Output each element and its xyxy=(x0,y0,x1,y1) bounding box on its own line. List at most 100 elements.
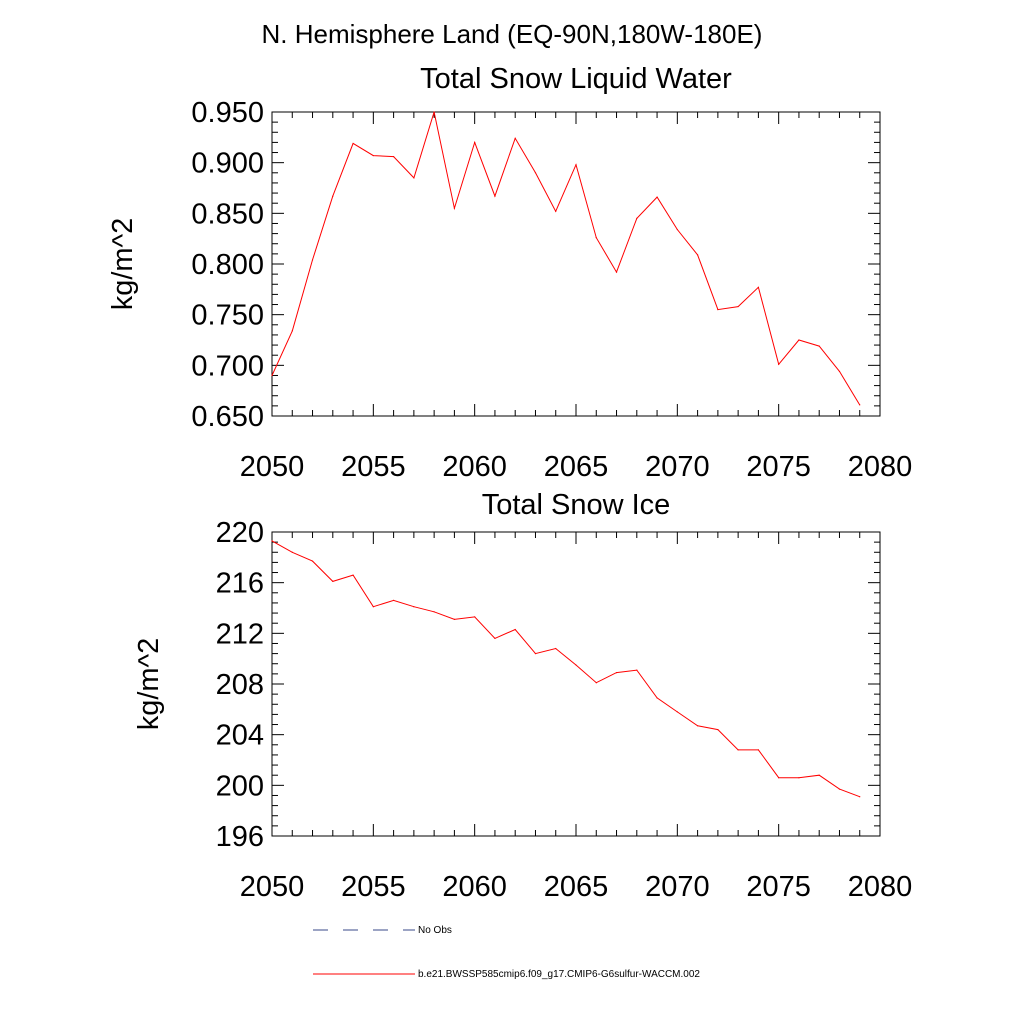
panel-title: Total Snow Ice xyxy=(482,489,671,521)
panel-snow-ice: Total Snow Ice 196 200 204 208 212 216 220 2050 2… xyxy=(133,489,912,903)
y-tick-label: 0.850 xyxy=(191,198,264,230)
data-point xyxy=(697,254,699,256)
data-point xyxy=(818,345,820,347)
y-tick-label: 0.800 xyxy=(191,249,264,281)
legend: No Obs b.e21.BWSSP585cmip6.f09_g17.CMIP6… xyxy=(313,925,700,980)
x-tick-label: 2070 xyxy=(645,871,710,903)
data-point xyxy=(656,697,658,699)
series-line xyxy=(271,540,860,798)
x-tick-label: 2070 xyxy=(645,451,710,483)
data-point xyxy=(534,172,537,174)
data-point xyxy=(372,154,374,157)
y-axis-label: kg/m^2 xyxy=(133,638,165,731)
figure-title: N. Hemisphere Land (EQ-90N,180W-180E) xyxy=(262,19,763,49)
series-line xyxy=(271,111,861,406)
data-point xyxy=(534,653,537,655)
data-point xyxy=(676,228,678,231)
y-tick-label: 216 xyxy=(216,568,264,600)
data-point xyxy=(778,363,780,365)
y-tick-label: 208 xyxy=(216,669,264,701)
y-tick-label: 212 xyxy=(216,618,264,650)
data-point xyxy=(271,374,273,377)
data-point xyxy=(676,711,678,713)
data-point xyxy=(798,777,800,779)
data-point xyxy=(393,599,395,602)
x-tick-label: 2075 xyxy=(746,871,811,903)
data-point xyxy=(737,749,739,751)
data-point xyxy=(737,305,739,308)
y-tick-label: 0.700 xyxy=(191,350,264,382)
data-point xyxy=(778,777,780,779)
y-tick-label: 0.650 xyxy=(191,401,264,433)
data-point xyxy=(474,616,476,618)
data-point xyxy=(757,286,760,288)
x-tick-label: 2075 xyxy=(746,451,811,483)
data-point xyxy=(433,111,435,113)
y-tick-label: 0.900 xyxy=(191,148,264,180)
data-point xyxy=(514,628,516,631)
y-tick-label: 220 xyxy=(216,517,264,549)
data-point xyxy=(859,796,861,798)
plot-frame xyxy=(271,531,881,837)
y-tick-label: 200 xyxy=(216,770,264,802)
panel-snow-liquid-water: Total Snow Liquid Water 0.650 0.700 0.750 0.… xyxy=(107,63,912,483)
data-point xyxy=(494,637,496,640)
data-point xyxy=(615,672,618,674)
data-point xyxy=(413,606,415,608)
data-point xyxy=(656,196,658,198)
x-tick-label: 2065 xyxy=(544,451,609,483)
data-point xyxy=(859,404,861,406)
legend-label-no-obs: No Obs xyxy=(418,925,452,936)
data-point xyxy=(555,210,557,212)
data-point xyxy=(291,330,293,332)
y-tick-label: 0.950 xyxy=(191,97,264,129)
data-point xyxy=(453,207,455,209)
data-point xyxy=(555,647,557,650)
data-point xyxy=(494,195,496,197)
data-point xyxy=(311,560,314,562)
data-point xyxy=(818,774,820,776)
panel-title: Total Snow Liquid Water xyxy=(420,63,732,95)
data-point xyxy=(636,217,638,219)
x-tick-label: 2065 xyxy=(544,871,609,903)
data-point xyxy=(838,788,841,790)
data-point xyxy=(352,574,354,576)
y-tick-label: 0.750 xyxy=(191,300,264,332)
data-point xyxy=(453,618,455,621)
x-tick-label: 2060 xyxy=(442,451,507,483)
data-point xyxy=(697,725,699,727)
data-point xyxy=(433,611,435,613)
x-tick-label: 2060 xyxy=(442,871,507,903)
y-tick-label: 196 xyxy=(216,821,264,853)
legend-label-run: b.e21.BWSSP585cmip6.f09_g17.CMIP6-G6sulf… xyxy=(418,969,700,980)
data-point xyxy=(717,309,719,311)
data-point xyxy=(271,540,273,542)
x-tick-label: 2080 xyxy=(848,451,913,483)
data-point xyxy=(757,749,760,751)
x-tick-label: 2055 xyxy=(341,871,406,903)
data-point xyxy=(575,164,577,166)
data-point xyxy=(717,729,719,731)
y-axis-label: kg/m^2 xyxy=(107,218,139,311)
data-point xyxy=(413,177,415,179)
data-point xyxy=(595,237,597,239)
data-point xyxy=(332,195,334,197)
data-point xyxy=(514,137,516,139)
x-tick-label: 2080 xyxy=(848,871,913,903)
data-point xyxy=(311,259,314,261)
data-point xyxy=(798,339,800,341)
data-point xyxy=(636,669,638,671)
plot-frame xyxy=(271,111,881,417)
data-point xyxy=(332,580,334,583)
x-tick-label: 2050 xyxy=(240,451,305,483)
data-point xyxy=(838,370,841,373)
data-point xyxy=(393,155,395,158)
x-tick-label: 2055 xyxy=(341,451,406,483)
data-point xyxy=(352,142,354,145)
data-point xyxy=(595,682,597,684)
data-point xyxy=(615,271,618,273)
y-tick-label: 204 xyxy=(216,720,264,752)
data-point xyxy=(291,551,293,553)
data-point xyxy=(575,664,577,666)
